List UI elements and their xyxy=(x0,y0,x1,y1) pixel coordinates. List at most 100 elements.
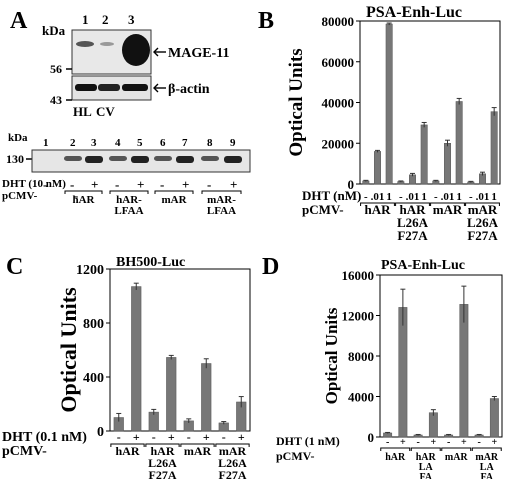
blot-bottom-lane-number: 2 xyxy=(70,137,76,149)
blot-bottom-lane-number: 6 xyxy=(160,137,166,149)
blot-bottom-lane-number: 1 xyxy=(43,137,49,149)
blot-bottom-group-label: hAR- xyxy=(116,194,142,206)
group-label: FA xyxy=(480,472,493,479)
dht-tick-label: + xyxy=(400,437,406,448)
group-bracket xyxy=(410,447,441,451)
group-label: mAR xyxy=(184,444,212,458)
pcmv-row-label: pCMV- xyxy=(302,202,344,217)
blot-bottom-lane-number: 9 xyxy=(230,137,236,149)
group-label: mAR xyxy=(219,444,247,458)
blot-bottom-lane-number: 5 xyxy=(137,137,143,149)
mage-band-lane-1 xyxy=(76,41,94,47)
blot-bottom-dht-label: DHT (10 nM) xyxy=(2,178,66,190)
y-tick-label: 80000 xyxy=(322,14,355,29)
blot-bottom-group-label: hAR xyxy=(72,194,95,206)
band-label-mage11: MAGE-11 xyxy=(168,46,229,61)
y-tick-label: 0 xyxy=(348,177,355,192)
mage-band-lane-2 xyxy=(100,42,114,46)
blot-bottom-group-label-line2: LFAA xyxy=(207,205,236,217)
band-label-beta-actin: β-actin xyxy=(168,82,210,97)
dht-tick-label: + xyxy=(133,430,140,444)
group-label: LA xyxy=(480,462,495,473)
blot-top-lane-3: 3 xyxy=(128,12,135,27)
dht-tick-label: - xyxy=(364,191,368,203)
actin-band-lane-2 xyxy=(98,84,120,91)
blot-bottom-band xyxy=(176,156,194,163)
blot-bottom-lane-number: 3 xyxy=(91,137,97,149)
blot-bottom-lane-number: 7 xyxy=(182,137,188,149)
dht-tick-label: - xyxy=(447,437,450,448)
dht-tick-label: - xyxy=(416,437,419,448)
bar xyxy=(131,286,142,432)
dht-tick-label: - xyxy=(117,430,121,444)
panel-label-d: D xyxy=(262,254,279,280)
blot-top-kda-label: kDa xyxy=(42,23,66,38)
actin-band-lane-3 xyxy=(122,84,148,91)
chart-title: PSA-Enh-Luc xyxy=(366,4,462,21)
y-tick-label: 800 xyxy=(83,317,104,332)
y-tick-label: 40000 xyxy=(322,96,355,111)
group-label: LA xyxy=(419,462,434,473)
y-tick-label: 4000 xyxy=(348,390,374,405)
blot-bottom-group-bracket xyxy=(64,190,103,194)
group-label: mAR xyxy=(475,452,499,463)
dht-tick-label: .01 xyxy=(406,191,420,203)
group-label: hAR xyxy=(115,444,139,458)
sample-label-hl: HL xyxy=(73,104,92,119)
blot-top-lane-1: 1 xyxy=(82,12,89,27)
y-axis-label: Optical Units xyxy=(56,287,81,413)
y-tick-label: 0 xyxy=(368,430,375,445)
panel-label-a: A xyxy=(10,8,28,34)
dht-tick-label: - xyxy=(187,430,191,444)
plot-frame xyxy=(359,20,501,185)
group-label: hAR xyxy=(399,202,426,217)
chart-title: PSA-Enh-Luc xyxy=(381,258,465,273)
bar xyxy=(428,412,438,438)
group-label: L26A xyxy=(218,456,247,470)
bar xyxy=(455,101,463,185)
blot-bottom-lane-number: 4 xyxy=(115,137,121,149)
group-bracket xyxy=(441,447,472,451)
dht-tick-label: + xyxy=(203,430,210,444)
bar xyxy=(490,111,498,185)
bar xyxy=(385,23,393,185)
group-label: L26A xyxy=(397,215,429,230)
blot-bottom-dht-sign: - xyxy=(115,177,119,192)
blot-bottom-lane-number: 8 xyxy=(207,137,213,149)
group-label: L26A xyxy=(148,456,177,470)
group-label: hAR xyxy=(416,452,437,463)
chart-title: BH500-Luc xyxy=(116,255,185,270)
bar xyxy=(398,307,408,438)
group-bracket xyxy=(110,443,145,447)
blot-bottom-band xyxy=(201,156,219,161)
dht-row-label: DHT (1 nM) xyxy=(276,434,340,448)
dht-tick-label: 1 xyxy=(491,191,497,203)
blot-top-lane-2: 2 xyxy=(102,12,109,27)
dht-tick-label: + xyxy=(431,437,437,448)
dht-tick-label: + xyxy=(492,437,498,448)
group-bracket xyxy=(145,443,180,447)
y-axis-label: Optical Units xyxy=(286,48,307,156)
dht-tick-label: - xyxy=(434,191,438,203)
blot-bottom-dht-sign: - xyxy=(70,177,74,192)
blot-bottom-group-label: mAR xyxy=(161,194,187,206)
panel-label-c: C xyxy=(6,254,23,280)
blot-bottom-dht-sign: + xyxy=(230,177,237,192)
blot-bottom-band xyxy=(154,156,172,161)
group-label: mAR xyxy=(445,452,469,463)
y-tick-label: 12000 xyxy=(342,309,375,324)
group-label: F27A xyxy=(149,468,177,479)
blot-bottom-group-bracket xyxy=(154,190,194,194)
blot-top-marker-43: 43 xyxy=(50,93,62,107)
blot-bottom-pcmv-label: pCMV- xyxy=(2,190,38,202)
group-label: hAR xyxy=(385,452,406,463)
blot-bottom-group-bracket xyxy=(201,190,242,194)
bar xyxy=(201,363,212,432)
dht-tick-label: 1 xyxy=(456,191,462,203)
group-bracket xyxy=(360,202,395,206)
group-bracket xyxy=(180,443,215,447)
blot-bottom-band xyxy=(224,156,242,163)
chart-panel-b: PSA-Enh-Luc 0 20000 40000 60000 80000 Optical … xyxy=(286,4,501,243)
y-tick-label: 20000 xyxy=(322,136,355,151)
